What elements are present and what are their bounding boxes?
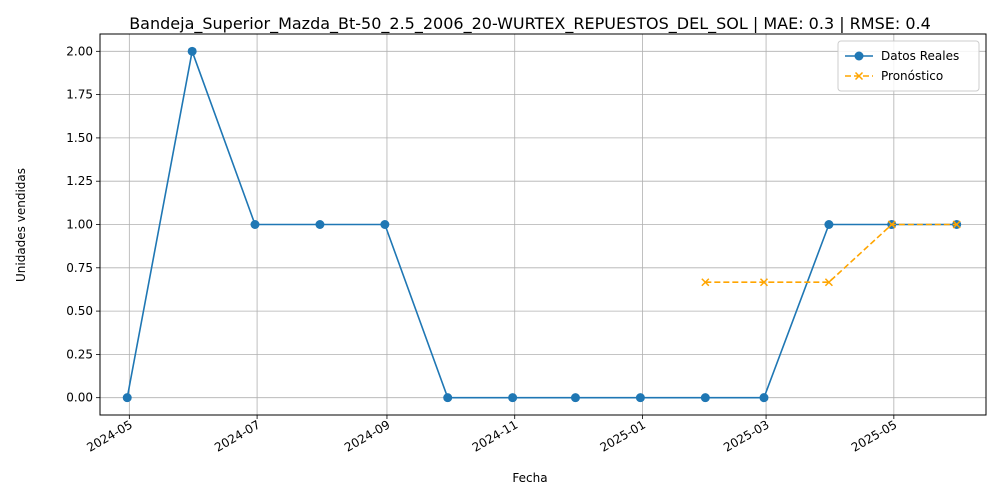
data-point (250, 220, 260, 229)
legend: Datos Reales Pronóstico (837, 40, 980, 92)
y-tick-label: 0.25 (66, 347, 93, 361)
y-tick-label: 1.00 (66, 218, 93, 232)
data-point (443, 393, 453, 403)
data-point (315, 220, 325, 229)
y-tick-label: 0.00 (66, 391, 93, 405)
chart-title: Bandeja_Superior_Mazda_Bt-50_2.5_2006_20… (129, 14, 931, 34)
data-point (570, 393, 580, 403)
series-layer (122, 46, 962, 403)
legend-label-1: Pronóstico (881, 69, 943, 83)
y-tick-label: 1.25 (66, 174, 93, 188)
data-point (824, 220, 834, 229)
forecast-point (824, 278, 833, 287)
y-tick-label: 0.75 (66, 261, 93, 275)
y-tick-label: 1.50 (66, 131, 93, 145)
y-tick-label: 0.50 (66, 304, 93, 318)
data-point (122, 393, 132, 403)
legend-box (837, 40, 980, 92)
series-line-1 (705, 223, 957, 284)
legend-label-0: Datos Reales (881, 49, 959, 63)
data-point (700, 393, 710, 403)
data-point (508, 393, 518, 403)
forecast-point (952, 220, 961, 229)
x-axis-label: Fecha (512, 471, 547, 485)
data-point (635, 393, 645, 403)
series-line-0 (126, 48, 957, 399)
y-tick-label: 2.00 (66, 44, 93, 58)
forecast-point (887, 220, 896, 229)
data-point (187, 46, 197, 56)
y-axis-label: Unidades vendidas (14, 168, 28, 282)
legend-marker (854, 51, 864, 61)
y-tick-label: 1.75 (66, 88, 93, 102)
forecast-point (701, 278, 710, 287)
grid (100, 34, 986, 415)
y-axis: 0.00 0.25 0.50 0.75 1.00 1.25 1.50 1.75 2.00 (66, 44, 100, 405)
data-point (380, 220, 390, 229)
legend-marker (854, 71, 864, 81)
forecast-point (759, 278, 769, 287)
data-point (759, 393, 769, 403)
